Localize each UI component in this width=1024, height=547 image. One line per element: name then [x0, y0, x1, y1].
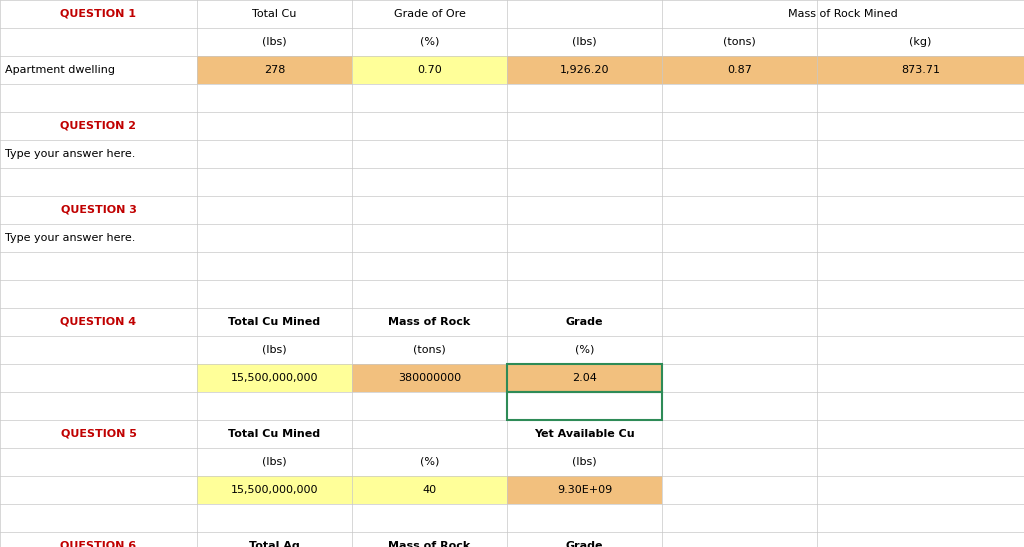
Text: Total Ag: Total Ag — [249, 541, 300, 547]
Text: (tons): (tons) — [413, 345, 445, 355]
Text: 15,500,000,000: 15,500,000,000 — [230, 485, 318, 495]
Text: (lbs): (lbs) — [262, 345, 287, 355]
Text: (lbs): (lbs) — [262, 37, 287, 47]
Text: Total Cu: Total Cu — [252, 9, 297, 19]
Text: Apartment dwelling: Apartment dwelling — [5, 65, 115, 75]
Text: (lbs): (lbs) — [572, 37, 597, 47]
Text: Yet Available Cu: Yet Available Cu — [535, 429, 635, 439]
Bar — [197, 476, 352, 504]
Text: 15,500,000,000: 15,500,000,000 — [230, 373, 318, 383]
Text: Mass of Rock Mined: Mass of Rock Mined — [788, 9, 898, 19]
Bar — [507, 364, 662, 392]
Text: QUESTION 1: QUESTION 1 — [60, 9, 136, 19]
Text: (tons): (tons) — [723, 37, 756, 47]
Text: 1,926.20: 1,926.20 — [560, 65, 609, 75]
Bar — [507, 364, 662, 392]
Bar — [352, 56, 507, 84]
Text: 2.04: 2.04 — [572, 373, 597, 383]
Bar — [197, 364, 352, 392]
Text: Mass of Rock: Mass of Rock — [388, 541, 471, 547]
Bar — [817, 56, 1024, 84]
Text: 380000000: 380000000 — [398, 373, 461, 383]
Text: 0.87: 0.87 — [727, 65, 752, 75]
Text: Total Cu Mined: Total Cu Mined — [228, 429, 321, 439]
Text: (%): (%) — [420, 37, 439, 47]
Bar — [352, 476, 507, 504]
Text: 278: 278 — [264, 65, 286, 75]
Text: 40: 40 — [423, 485, 436, 495]
Text: 9.30E+09: 9.30E+09 — [557, 485, 612, 495]
Bar — [662, 56, 817, 84]
Bar — [352, 364, 507, 392]
Text: Total Cu Mined: Total Cu Mined — [228, 317, 321, 327]
Text: Grade of Ore: Grade of Ore — [393, 9, 466, 19]
Bar — [197, 56, 352, 84]
Text: Mass of Rock: Mass of Rock — [388, 317, 471, 327]
Text: Type your answer here.: Type your answer here. — [5, 149, 135, 159]
Text: Grade: Grade — [565, 317, 603, 327]
Text: QUESTION 3: QUESTION 3 — [60, 205, 136, 215]
Text: Grade: Grade — [565, 541, 603, 547]
Text: QUESTION 4: QUESTION 4 — [60, 317, 136, 327]
Text: 873.71: 873.71 — [901, 65, 940, 75]
Bar — [507, 476, 662, 504]
Text: (lbs): (lbs) — [572, 457, 597, 467]
Bar — [507, 56, 662, 84]
Text: (kg): (kg) — [909, 37, 932, 47]
Text: QUESTION 6: QUESTION 6 — [60, 541, 136, 547]
Text: (lbs): (lbs) — [262, 457, 287, 467]
Text: QUESTION 2: QUESTION 2 — [60, 121, 136, 131]
Text: (%): (%) — [420, 457, 439, 467]
Text: (%): (%) — [574, 345, 594, 355]
Text: 0.70: 0.70 — [417, 65, 442, 75]
Bar — [507, 392, 662, 420]
Text: QUESTION 5: QUESTION 5 — [60, 429, 136, 439]
Text: Type your answer here.: Type your answer here. — [5, 233, 135, 243]
